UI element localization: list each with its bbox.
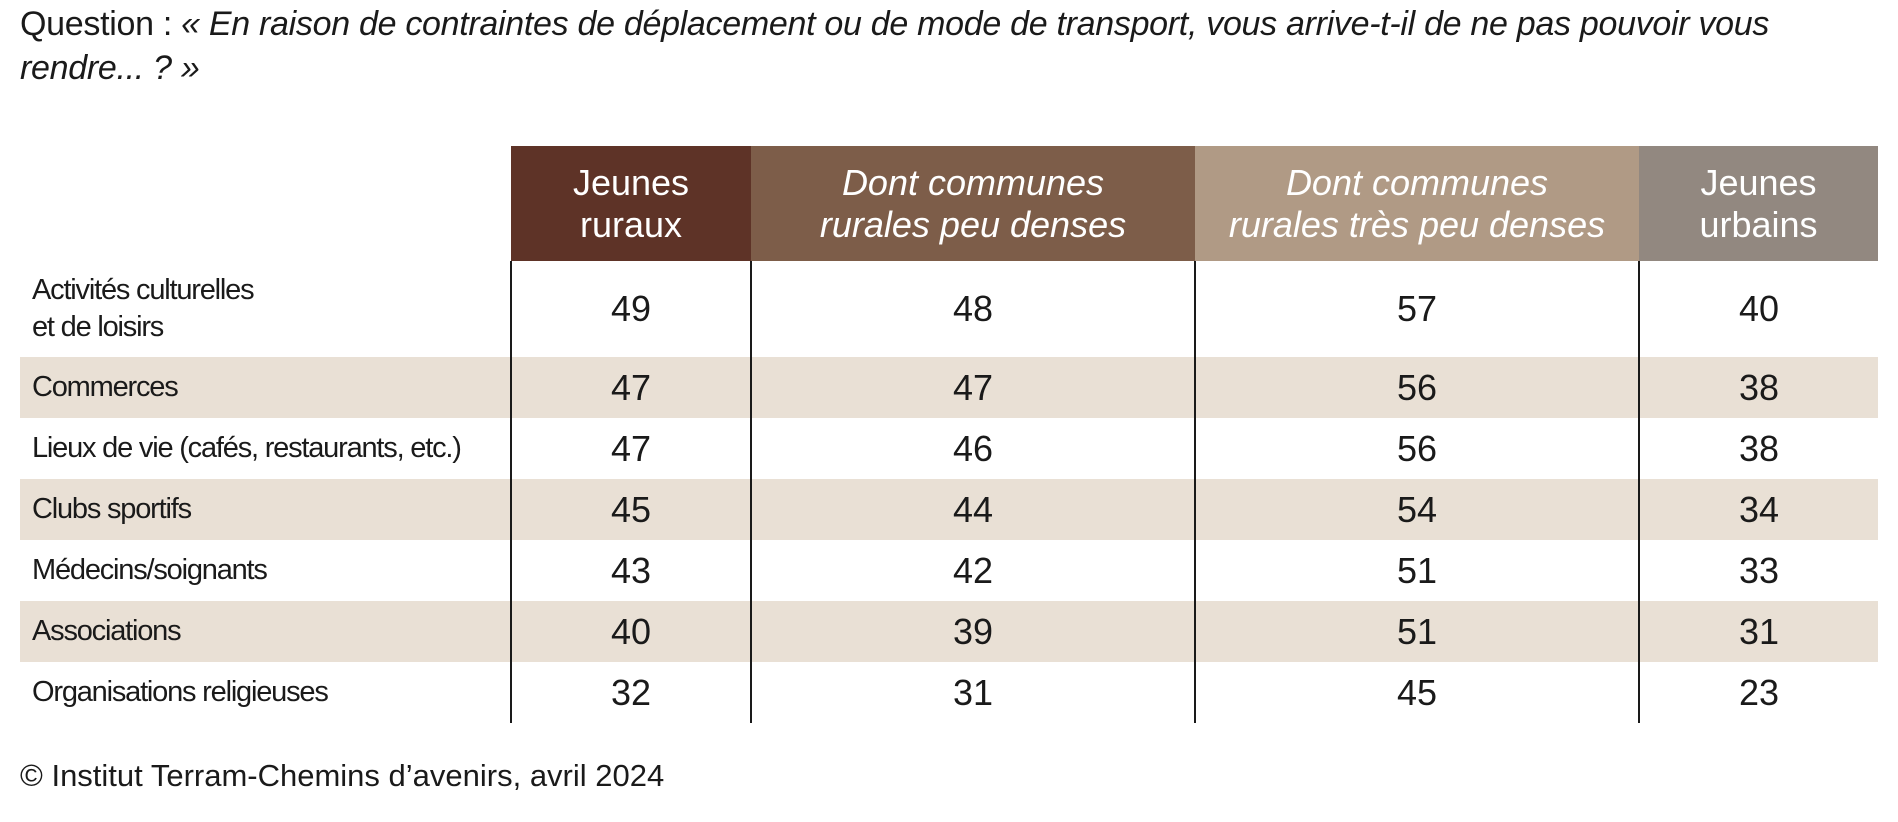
table-row: Lieux de vie (cafés, restaurants, etc.) 4… bbox=[20, 418, 1878, 479]
value-cell: 43 bbox=[510, 540, 751, 601]
header-communes-peu-denses-line1: Dont communes bbox=[841, 161, 1105, 203]
value-cell: 48 bbox=[750, 261, 1195, 357]
header-communes-tres-peu-denses: Dont communes rurales très peu denses bbox=[1195, 146, 1639, 261]
row-label-line1: Lieux de vie (cafés, restaurants, etc.) bbox=[32, 432, 462, 464]
row-label: Associations bbox=[20, 601, 511, 662]
value-cell: 23 bbox=[1638, 662, 1878, 723]
row-label-line1: Clubs sportifs bbox=[32, 493, 192, 525]
value-cell: 49 bbox=[510, 261, 751, 357]
results-table: Jeunes ruraux Dont communes rurales peu … bbox=[20, 146, 1878, 723]
row-label: Médecins/soignants bbox=[20, 540, 511, 601]
header-jeunes-urbains-line2: urbains bbox=[1699, 203, 1818, 245]
value-cell: 45 bbox=[510, 479, 751, 540]
header-communes-tres-peu-denses-line2: rurales très peu denses bbox=[1228, 203, 1606, 245]
value-cell: 34 bbox=[1638, 479, 1878, 540]
question-text: « En raison de contraintes de déplacemen… bbox=[20, 5, 1770, 87]
header-jeunes-urbains-line1: Jeunes bbox=[1700, 161, 1817, 203]
header-jeunes-ruraux-line1: Jeunes bbox=[572, 161, 690, 203]
header-communes-peu-denses-line2: rurales peu denses bbox=[819, 203, 1127, 245]
header-jeunes-urbains: Jeunes urbains bbox=[1639, 146, 1878, 261]
value-cell: 32 bbox=[510, 662, 751, 723]
value-cell: 47 bbox=[750, 357, 1195, 418]
value-cell: 38 bbox=[1638, 357, 1878, 418]
row-label: Commerces bbox=[20, 357, 511, 418]
table-row: Clubs sportifs 45 44 54 34 bbox=[20, 479, 1878, 540]
table-row: Médecins/soignants 43 42 51 33 bbox=[20, 540, 1878, 601]
row-label-line1: Organisations religieuses bbox=[32, 676, 329, 708]
header-jeunes-ruraux: Jeunes ruraux bbox=[511, 146, 751, 261]
value-cell: 31 bbox=[750, 662, 1195, 723]
row-label-line2: et de loisirs bbox=[32, 311, 164, 343]
row-label-line1: Associations bbox=[32, 615, 182, 647]
value-cell: 44 bbox=[750, 479, 1195, 540]
value-cell: 56 bbox=[1194, 357, 1639, 418]
row-label-line1: Commerces bbox=[32, 371, 179, 403]
value-cell: 38 bbox=[1638, 418, 1878, 479]
value-cell: 40 bbox=[510, 601, 751, 662]
value-cell: 46 bbox=[750, 418, 1195, 479]
header-row: Jeunes ruraux Dont communes rurales peu … bbox=[20, 146, 1878, 261]
question-prefix: Question : bbox=[20, 5, 182, 43]
row-label: Organisations religieuses bbox=[20, 662, 511, 723]
value-cell: 57 bbox=[1194, 261, 1639, 357]
table-row: Commerces 47 47 56 38 bbox=[20, 357, 1878, 418]
row-label: Clubs sportifs bbox=[20, 479, 511, 540]
table-row: Activités culturelles et de loisirs 49 48 57… bbox=[20, 261, 1878, 357]
header-communes-tres-peu-denses-line1: Dont communes bbox=[1285, 161, 1549, 203]
value-cell: 54 bbox=[1194, 479, 1639, 540]
value-cell: 45 bbox=[1194, 662, 1639, 723]
table-row: Organisations religieuses 32 31 45 23 bbox=[20, 662, 1878, 723]
row-label-line1: Médecins/soignants bbox=[32, 554, 268, 586]
value-cell: 51 bbox=[1194, 601, 1639, 662]
value-cell: 40 bbox=[1638, 261, 1878, 357]
row-label-line1: Activités culturelles bbox=[32, 274, 255, 306]
row-label: Activités culturelles et de loisirs bbox=[20, 261, 511, 357]
question-heading: Question : « En raison de contraintes de… bbox=[20, 2, 1880, 90]
value-cell: 47 bbox=[510, 357, 751, 418]
value-cell: 39 bbox=[750, 601, 1195, 662]
table-row: Associations 40 39 51 31 bbox=[20, 601, 1878, 662]
header-communes-peu-denses: Dont communes rurales peu denses bbox=[751, 146, 1195, 261]
value-cell: 47 bbox=[510, 418, 751, 479]
value-cell: 33 bbox=[1638, 540, 1878, 601]
source-footer: © Institut Terram-Chemins d’avenirs, avr… bbox=[20, 758, 665, 793]
value-cell: 31 bbox=[1638, 601, 1878, 662]
header-blank-cell bbox=[20, 146, 511, 261]
table-body: Activités culturelles et de loisirs 49 48 57… bbox=[20, 261, 1878, 723]
header-jeunes-ruraux-line2: ruraux bbox=[579, 203, 683, 245]
row-label: Lieux de vie (cafés, restaurants, etc.) bbox=[20, 418, 511, 479]
value-cell: 42 bbox=[750, 540, 1195, 601]
value-cell: 56 bbox=[1194, 418, 1639, 479]
value-cell: 51 bbox=[1194, 540, 1639, 601]
